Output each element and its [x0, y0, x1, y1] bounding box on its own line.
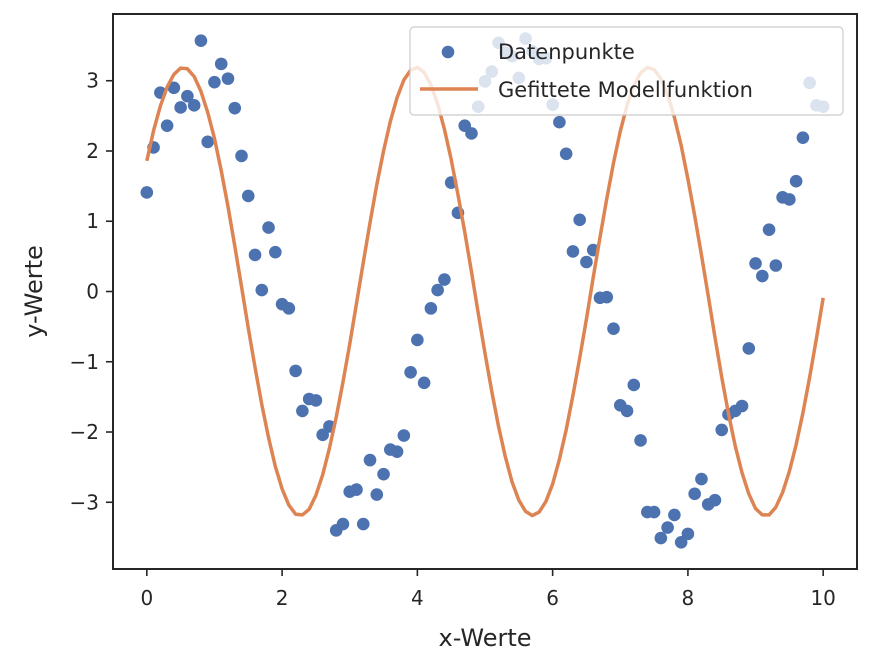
data-point — [255, 283, 269, 297]
data-point — [336, 517, 350, 531]
x-axis-label: x-Werte — [438, 624, 531, 652]
data-point — [762, 223, 776, 236]
data-point — [796, 131, 810, 144]
y-tick-label: 3 — [86, 69, 99, 93]
data-point — [296, 404, 309, 418]
data-point — [695, 472, 708, 486]
data-point — [566, 245, 580, 258]
data-point — [431, 283, 444, 297]
plot-area — [140, 32, 830, 549]
data-point — [214, 57, 228, 71]
data-point — [363, 453, 377, 467]
legend: Datenpunkte Gefittete Modellfunktion — [409, 26, 844, 116]
data-point — [241, 189, 255, 203]
data-point — [201, 135, 214, 149]
data-point — [174, 101, 187, 114]
y-axis: −3 −2 −1 0 1 2 3 — [70, 69, 113, 514]
legend-box — [409, 26, 844, 116]
plot-frame — [112, 13, 858, 570]
data-point — [674, 536, 688, 549]
data-point — [715, 423, 729, 437]
data-point — [559, 147, 573, 161]
data-point — [607, 322, 620, 336]
data-point — [248, 248, 262, 262]
y-tick-label: 0 — [86, 280, 99, 304]
data-point — [282, 302, 296, 315]
x-tick-label: 10 — [810, 586, 835, 610]
data-point — [417, 376, 431, 390]
x-axis: 0 2 4 6 8 10 — [140, 569, 836, 610]
y-tick-label: −2 — [70, 420, 99, 444]
data-point — [397, 429, 411, 442]
data-point — [262, 221, 275, 234]
x-tick-label: 2 — [276, 586, 289, 610]
y-tick-label: 2 — [86, 139, 99, 163]
data-point — [627, 378, 641, 392]
data-point — [390, 445, 404, 458]
y-tick-label: −1 — [70, 350, 99, 374]
y-tick-label: −3 — [70, 490, 99, 514]
legend-label-datenpunkte: Datenpunkte — [498, 40, 635, 64]
x-tick-label: 8 — [682, 586, 695, 610]
legend-label-gefittete-modellfunktion: Gefittete Modellfunktion — [498, 78, 753, 102]
data-point — [140, 186, 154, 199]
legend-marker-datenpunkte — [441, 45, 455, 59]
data-point — [756, 269, 769, 283]
data-point — [187, 99, 201, 112]
data-point — [647, 505, 661, 519]
data-point — [465, 127, 478, 140]
fitted-line — [145, 65, 825, 518]
y-tick-label: 1 — [86, 209, 99, 233]
data-point — [289, 364, 302, 378]
data-point — [309, 394, 323, 407]
data-point — [350, 483, 363, 496]
data-point — [634, 434, 647, 447]
data-point — [573, 213, 586, 227]
data-point — [661, 521, 674, 534]
data-point — [654, 531, 668, 545]
data-point — [411, 333, 424, 347]
x-tick-label: 4 — [411, 586, 424, 610]
data-point — [742, 342, 756, 355]
x-tick-label: 6 — [546, 586, 559, 610]
data-point — [269, 245, 282, 259]
data-point — [438, 273, 451, 286]
y-axis-label: y-Werte — [20, 245, 48, 338]
data-point — [377, 467, 390, 481]
x-tick-label: 0 — [140, 586, 153, 610]
data-point — [167, 81, 181, 95]
data-point — [553, 115, 566, 129]
data-point — [783, 193, 796, 206]
data-point — [735, 399, 749, 413]
data-point — [235, 149, 248, 163]
data-point — [194, 34, 208, 47]
data-point — [600, 290, 614, 304]
data-point — [160, 119, 174, 132]
data-point — [769, 259, 783, 272]
data-point — [749, 257, 762, 270]
data-point — [681, 527, 695, 541]
data-point — [708, 493, 722, 507]
data-point — [208, 75, 221, 89]
data-point — [620, 404, 634, 418]
data-point — [404, 365, 417, 379]
data-point — [221, 72, 235, 85]
data-point — [356, 517, 370, 531]
data-point — [789, 174, 803, 188]
data-point — [424, 302, 438, 315]
data-point — [228, 101, 242, 115]
data-point — [181, 89, 194, 103]
data-point — [370, 488, 384, 501]
data-point — [668, 508, 681, 522]
data-point — [580, 255, 593, 269]
data-point — [688, 487, 701, 501]
data-point — [316, 428, 329, 442]
